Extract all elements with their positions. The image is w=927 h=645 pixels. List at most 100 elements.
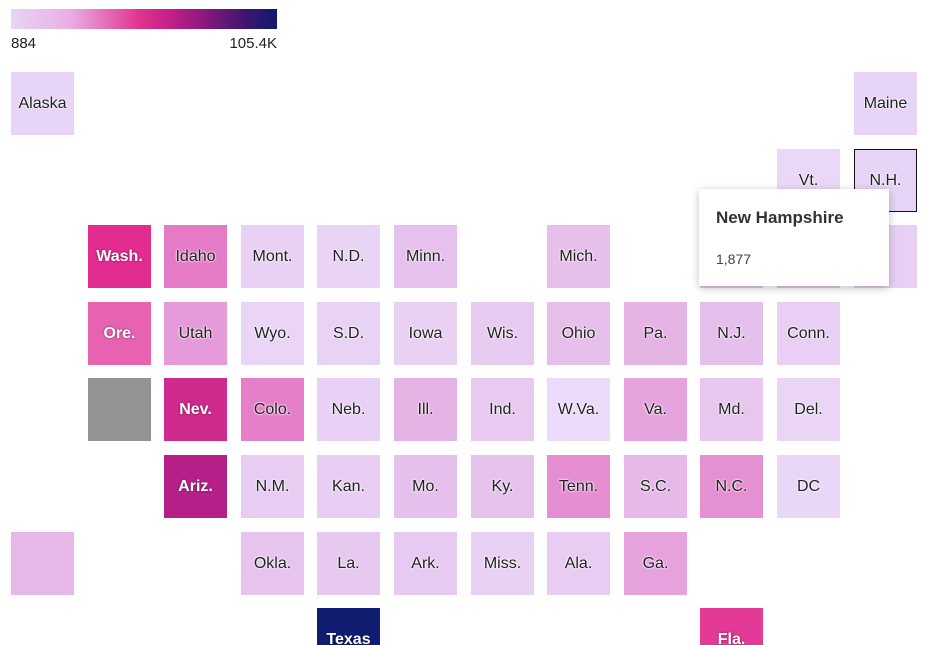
state-tile-label: Mo. (412, 477, 439, 495)
color-legend: 884 105.4K (11, 9, 277, 55)
state-tile-label: W.Va. (557, 400, 600, 418)
state-tile-wyo[interactable]: Wyo. (241, 302, 304, 365)
state-tile-label: Ore. (103, 324, 136, 342)
state-tile-label: Idaho (175, 247, 216, 265)
state-tile-n-c[interactable]: N.C. (700, 455, 763, 518)
state-tile-unlabeled-42[interactable] (11, 532, 74, 595)
state-tile-n-j[interactable]: N.J. (700, 302, 763, 365)
state-tile-label: Mich. (559, 247, 598, 265)
state-tile-n-m[interactable]: N.M. (241, 455, 304, 518)
tooltip: New Hampshire 1,877 (699, 189, 889, 286)
state-tile-fla[interactable]: Fla. (700, 608, 763, 645)
state-tile-label: Maine (863, 94, 908, 112)
state-tile-label: Neb. (331, 400, 366, 418)
state-tile-label: Ky. (491, 477, 514, 495)
state-tile-label: N.M. (255, 477, 290, 495)
state-tile-label: N.H. (869, 171, 902, 189)
state-tile-label: Utah (178, 324, 213, 342)
state-tile-label: Ga. (642, 554, 669, 572)
state-tile-label: Vt. (798, 171, 819, 189)
state-tile-w-va[interactable]: W.Va. (547, 378, 610, 441)
state-tile-s-d[interactable]: S.D. (317, 302, 380, 365)
state-tile-alaska[interactable]: Alaska (11, 72, 74, 135)
state-tile-label: Mont. (252, 247, 293, 265)
state-tile-wash[interactable]: Wash. (88, 225, 151, 288)
tooltip-value: 1,877 (716, 251, 752, 267)
state-tile-ala[interactable]: Ala. (547, 532, 610, 595)
state-tile-mo[interactable]: Mo. (394, 455, 457, 518)
state-tile-kan[interactable]: Kan. (317, 455, 380, 518)
state-tile-label: Texas (326, 630, 371, 645)
state-tile-ga[interactable]: Ga. (624, 532, 687, 595)
state-tile-label: Md. (718, 400, 745, 418)
state-tile-label: Ind. (489, 400, 516, 418)
state-tile-label: Ariz. (178, 477, 213, 495)
state-tile-label: Ala. (564, 554, 593, 572)
state-tile-label: N.J. (717, 324, 746, 342)
state-tile-conn[interactable]: Conn. (777, 302, 840, 365)
state-tile-label: Iowa (408, 324, 443, 342)
state-tile-idaho[interactable]: Idaho (164, 225, 227, 288)
state-tile-ill[interactable]: Ill. (394, 378, 457, 441)
state-tile-minn[interactable]: Minn. (394, 225, 457, 288)
state-tile-label: N.D. (332, 247, 365, 265)
state-tile-maine[interactable]: Maine (854, 72, 917, 135)
state-tile-label: Wyo. (254, 324, 291, 342)
state-tile-label: Okla. (253, 554, 292, 572)
legend-min-label: 884 (11, 35, 37, 52)
state-tile-label: Wis. (486, 324, 519, 342)
state-tile-label: Conn. (787, 324, 830, 342)
legend-max-label: 105.4K (229, 35, 277, 52)
state-tile-ariz[interactable]: Ariz. (164, 455, 227, 518)
state-tile-label: Colo. (253, 400, 292, 418)
state-tile-label: Pa. (643, 324, 668, 342)
state-tile-ohio[interactable]: Ohio (547, 302, 610, 365)
state-tile-label: Ohio (561, 324, 596, 342)
state-tile-wis[interactable]: Wis. (471, 302, 534, 365)
state-tile-del[interactable]: Del. (777, 378, 840, 441)
tooltip-title: New Hampshire (716, 208, 844, 227)
state-tile-label: Wash. (96, 247, 143, 265)
state-tile-colo[interactable]: Colo. (241, 378, 304, 441)
state-tile-ark[interactable]: Ark. (394, 532, 457, 595)
state-tile-label: Alaska (18, 94, 67, 112)
state-tile-n-d[interactable]: N.D. (317, 225, 380, 288)
state-tile-utah[interactable]: Utah (164, 302, 227, 365)
state-tile-label: Ill. (417, 400, 434, 418)
state-tile-mont[interactable]: Mont. (241, 225, 304, 288)
state-tile-neb[interactable]: Neb. (317, 378, 380, 441)
state-tile-pa[interactable]: Pa. (624, 302, 687, 365)
state-tile-label: Fla. (717, 630, 746, 645)
state-tile-la[interactable]: La. (317, 532, 380, 595)
legend-gradient-bar (11, 9, 277, 29)
state-tile-ind[interactable]: Ind. (471, 378, 534, 441)
state-tile-va[interactable]: Va. (624, 378, 687, 441)
state-tile-s-c[interactable]: S.C. (624, 455, 687, 518)
state-tile-unlabeled-23[interactable] (88, 378, 151, 441)
state-tile-texas[interactable]: Texas (317, 608, 380, 645)
state-tile-label: Miss. (483, 554, 522, 572)
state-tile-label: S.D. (332, 324, 365, 342)
state-tile-md[interactable]: Md. (700, 378, 763, 441)
state-tile-label: Nev. (179, 400, 212, 418)
state-tile-iowa[interactable]: Iowa (394, 302, 457, 365)
state-tile-label: Kan. (332, 477, 365, 495)
state-tile-label: Minn. (405, 247, 446, 265)
state-tile-nev[interactable]: Nev. (164, 378, 227, 441)
state-tile-label: Tenn. (558, 477, 599, 495)
state-tile-label: Va. (644, 400, 667, 418)
state-tile-label: Del. (794, 400, 823, 418)
state-tile-dc[interactable]: DC (777, 455, 840, 518)
state-tile-ore[interactable]: Ore. (88, 302, 151, 365)
state-tile-mich[interactable]: Mich. (547, 225, 610, 288)
state-tile-label: S.C. (639, 477, 672, 495)
state-tile-label: DC (796, 477, 821, 495)
state-tile-tenn[interactable]: Tenn. (547, 455, 610, 518)
state-tile-label: La. (337, 554, 360, 572)
state-tile-okla[interactable]: Okla. (241, 532, 304, 595)
state-tile-ky[interactable]: Ky. (471, 455, 534, 518)
state-tile-miss[interactable]: Miss. (471, 532, 534, 595)
state-tile-label: N.C. (715, 477, 748, 495)
